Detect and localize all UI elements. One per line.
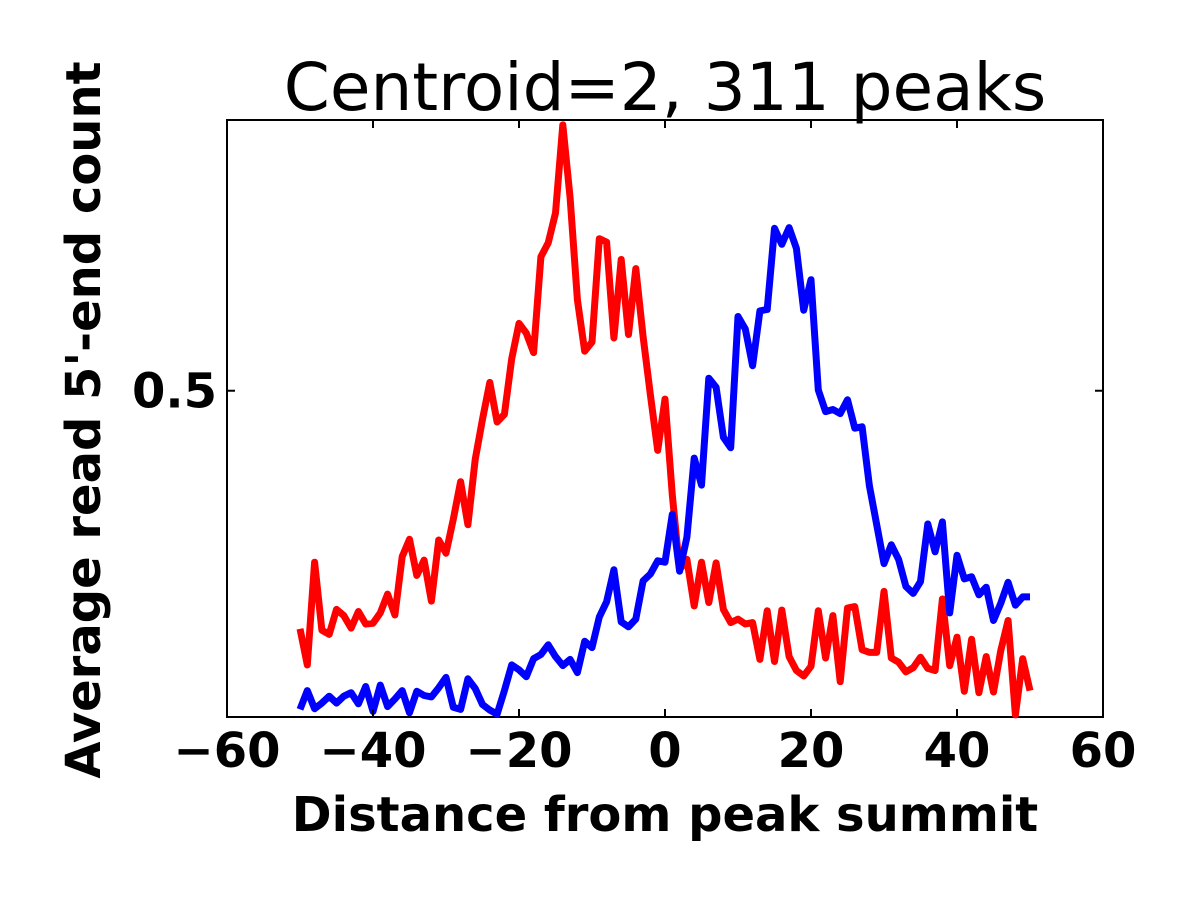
x-tick-label: −20 bbox=[465, 723, 572, 779]
x-tick-label: −40 bbox=[319, 723, 426, 779]
series-layer bbox=[296, 121, 1034, 719]
y-axis-label: Average read 5'-end count bbox=[56, 61, 112, 778]
tick-layer bbox=[226, 120, 1104, 717]
x-tick-label: −60 bbox=[173, 723, 280, 779]
x-tick-labels: −60 −40 −20 0 20 40 60 bbox=[173, 723, 1136, 779]
chart-title: Centroid=2, 311 peaks bbox=[284, 49, 1046, 126]
plot-area bbox=[226, 119, 1104, 719]
x-tick-label: 40 bbox=[924, 723, 991, 779]
y-tick-labels: 0.5 bbox=[132, 364, 217, 420]
y-tick-label: 0.5 bbox=[132, 364, 217, 420]
x-tick-label: 0 bbox=[648, 723, 681, 779]
series-line-2 bbox=[296, 224, 1030, 718]
x-axis-label: Distance from peak summit bbox=[292, 787, 1038, 843]
x-tick-label: 60 bbox=[1070, 723, 1137, 779]
series-line-1 bbox=[296, 121, 1034, 719]
x-tick-label: 20 bbox=[778, 723, 845, 779]
